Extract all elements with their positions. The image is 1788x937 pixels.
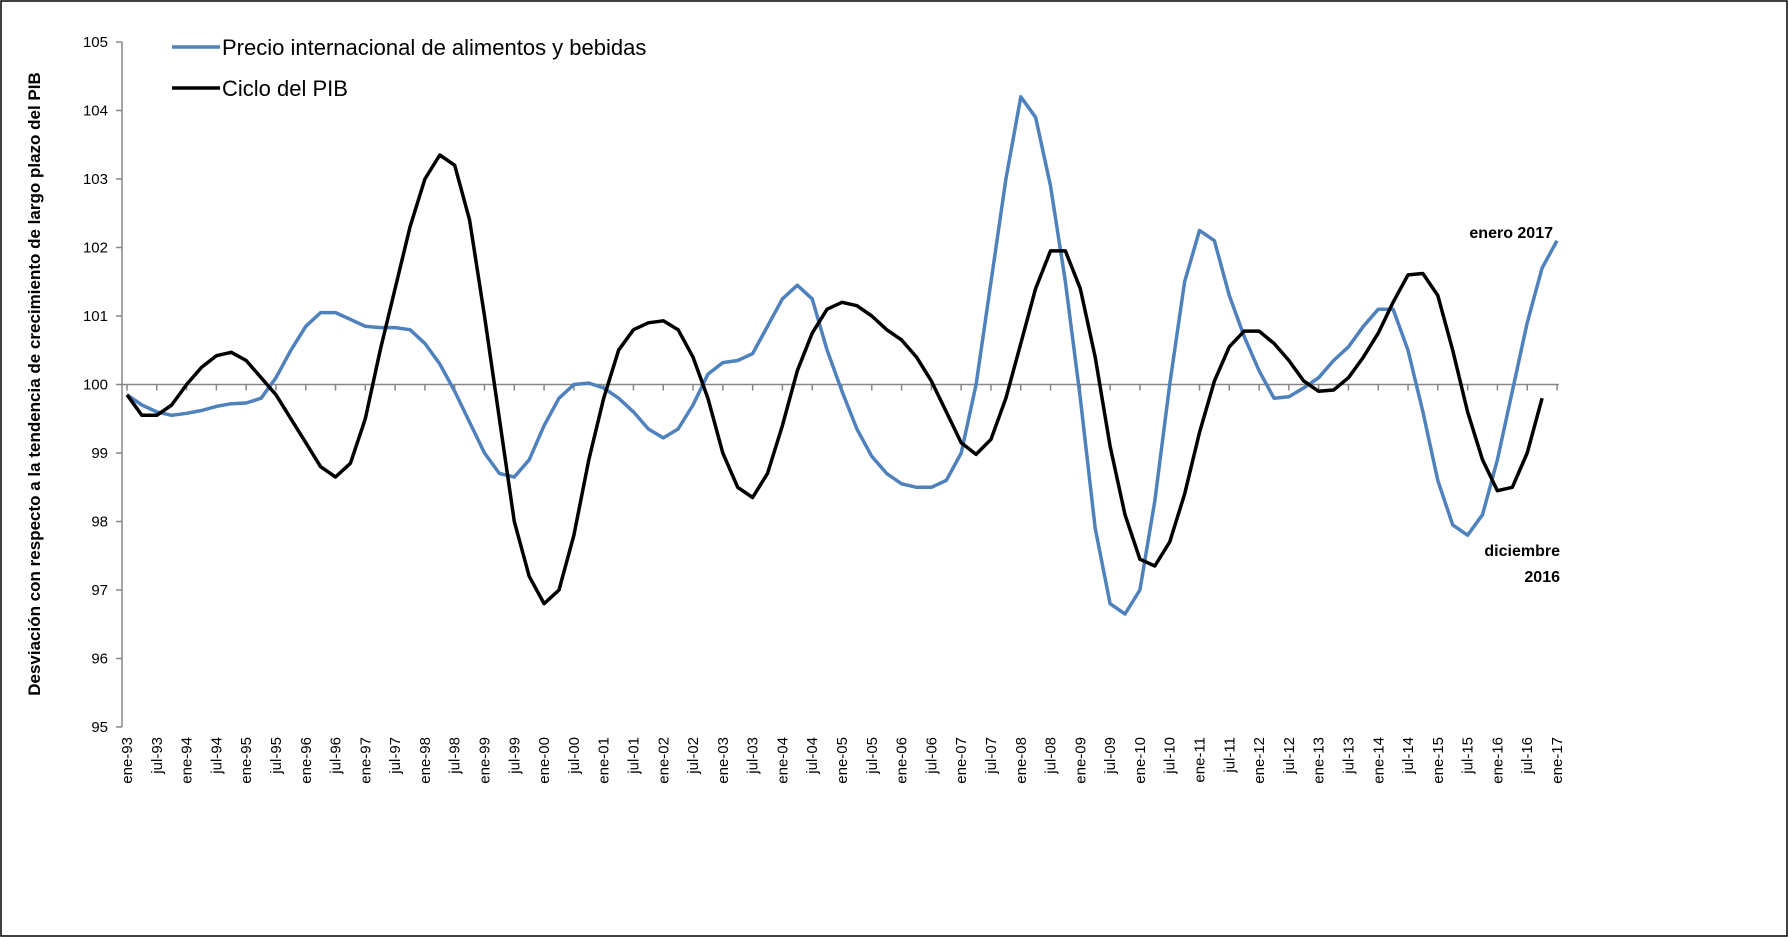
x-tick-label: ene-03	[715, 737, 732, 784]
x-tick-label: ene-01	[596, 737, 613, 784]
x-tick-label: ene-13	[1311, 737, 1328, 784]
annotation: diciembre	[1484, 543, 1560, 560]
series-line	[125, 153, 1544, 606]
x-tick-label: ene-07	[953, 737, 970, 784]
y-tick-label: 95	[91, 719, 108, 736]
x-tick-label: jul-97	[387, 737, 404, 775]
x-tick-label: ene-96	[298, 737, 315, 784]
x-tick-label: ene-97	[357, 737, 374, 784]
x-tick-label: jul-04	[804, 737, 821, 775]
x-tick-label: jul-06	[923, 737, 940, 775]
y-tick-label: 102	[83, 240, 108, 257]
x-tick-label: jul-99	[506, 737, 523, 775]
y-tick-label: 97	[91, 582, 108, 599]
y-tick-label: 101	[83, 308, 108, 325]
x-tick-label: ene-02	[655, 737, 672, 784]
y-tick-label: 99	[91, 445, 108, 462]
y-tick-label: 96	[91, 651, 108, 668]
x-tick-label: jul-01	[625, 737, 642, 775]
legend-label: Ciclo del PIB	[222, 76, 348, 101]
x-tick-label: ene-04	[774, 737, 791, 784]
x-tick-label: ene-10	[1132, 737, 1149, 784]
x-tick-label: jul-93	[149, 737, 166, 775]
y-tick-label: 98	[91, 514, 108, 531]
x-tick-label: jul-94	[208, 737, 225, 775]
x-tick-label: ene-98	[417, 737, 434, 784]
x-tick-label: jul-14	[1400, 737, 1417, 775]
x-tick-label: jul-07	[983, 737, 1000, 775]
x-tick-label: jul-08	[1043, 737, 1060, 775]
x-tick-label: jul-96	[328, 737, 345, 775]
x-tick-label: jul-15	[1460, 737, 1477, 775]
x-tick-label: ene-94	[179, 737, 196, 784]
x-tick-label: ene-99	[477, 737, 494, 784]
x-tick-label: jul-16	[1519, 737, 1536, 775]
x-tick-label: jul-11	[1221, 737, 1238, 774]
x-tick-label: jul-10	[1162, 737, 1179, 775]
x-tick-label: jul-09	[1102, 737, 1119, 775]
x-tick-label: ene-93	[119, 737, 136, 784]
x-tick-label: ene-17	[1549, 737, 1566, 784]
x-tick-label: jul-98	[447, 737, 464, 775]
x-tick-label: jul-00	[566, 737, 583, 775]
x-tick-label: ene-15	[1430, 737, 1447, 784]
x-tick-label: ene-08	[1013, 737, 1030, 784]
x-tick-label: jul-95	[268, 737, 285, 775]
x-tick-label: jul-05	[864, 737, 881, 775]
x-tick-label: ene-00	[536, 737, 553, 784]
x-tick-label: ene-06	[894, 737, 911, 784]
y-tick-label: 105	[83, 34, 108, 51]
x-tick-label: ene-11	[1192, 737, 1209, 783]
x-tick-label: ene-14	[1370, 737, 1387, 784]
x-tick-label: jul-13	[1340, 737, 1357, 775]
x-tick-label: ene-12	[1251, 737, 1268, 784]
y-tick-label: 104	[83, 103, 108, 120]
y-tick-label: 100	[83, 377, 108, 394]
annotation: 2016	[1524, 569, 1560, 586]
y-tick-label: 103	[83, 171, 108, 188]
x-tick-label: jul-02	[685, 737, 702, 775]
x-tick-label: ene-05	[834, 737, 851, 784]
x-tick-label: jul-03	[745, 737, 762, 775]
y-axis-label: Desviación con respecto a la tendencia d…	[25, 72, 44, 696]
series-line	[126, 95, 1559, 616]
x-tick-label: ene-16	[1489, 737, 1506, 784]
annotation: enero 2017	[1469, 225, 1553, 242]
x-tick-label: ene-09	[1072, 737, 1089, 784]
legend-label: Precio internacional de alimentos y bebi…	[222, 35, 646, 60]
x-tick-label: jul-12	[1281, 737, 1298, 775]
x-tick-label: ene-95	[238, 737, 255, 784]
